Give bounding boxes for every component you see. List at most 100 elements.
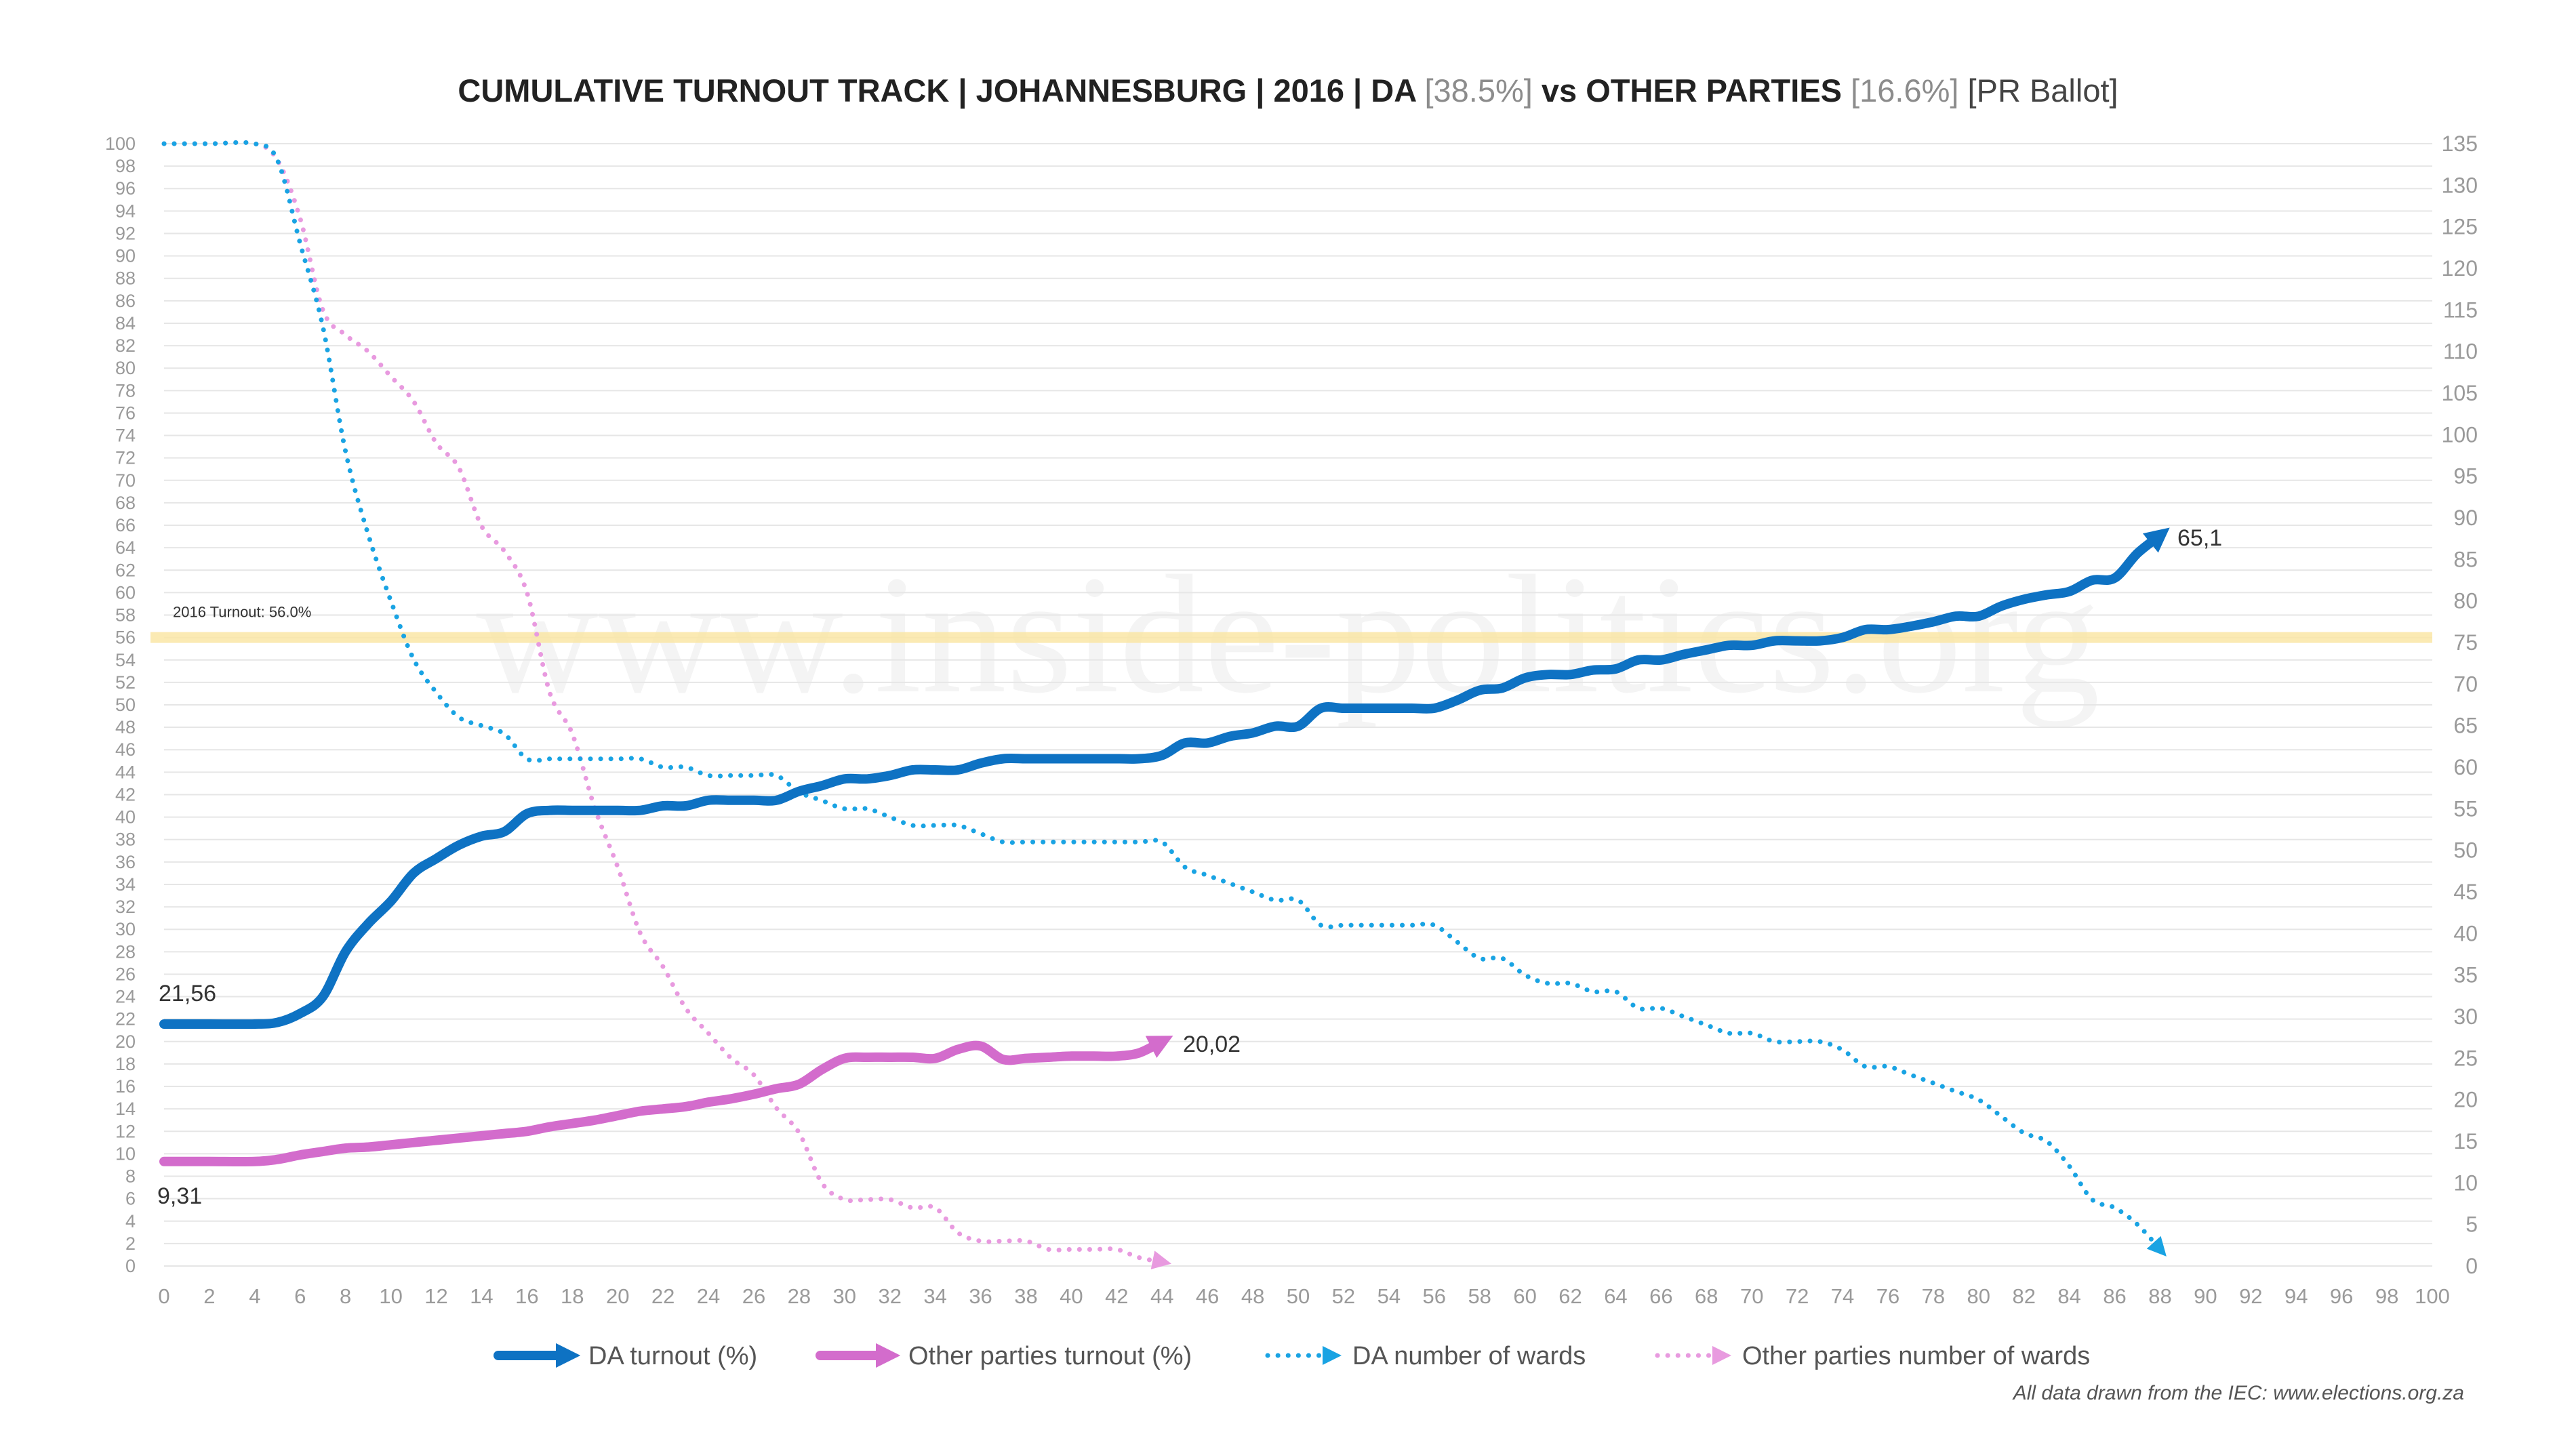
- y-tick-label-left: 66: [115, 515, 136, 535]
- y-tick-label-left: 52: [115, 672, 136, 693]
- legend-label: Other parties turnout (%): [908, 1342, 1192, 1370]
- x-tick-label: 68: [1695, 1284, 1718, 1308]
- x-tick-label: 98: [2375, 1284, 2398, 1308]
- x-tick-label: 90: [2194, 1284, 2217, 1308]
- y-tick-label-left: 98: [115, 156, 136, 176]
- x-tick-label: 52: [1332, 1284, 1355, 1308]
- y-tick-label-left: 6: [125, 1189, 136, 1209]
- y-tick-label-right: 75: [2453, 630, 2478, 655]
- y-tick-label-right: 65: [2453, 714, 2478, 738]
- y-tick-label-left: 16: [115, 1076, 136, 1097]
- x-tick-label: 24: [697, 1284, 720, 1308]
- x-tick-label: 92: [2239, 1284, 2262, 1308]
- x-tick-label: 8: [340, 1284, 351, 1308]
- chart-title: CUMULATIVE TURNOUT TRACK | JOHANNESBURG …: [458, 73, 2118, 108]
- y-tick-label-left: 34: [115, 874, 136, 895]
- y-tick-label-right: 35: [2453, 963, 2478, 987]
- y-tick-label-left: 46: [115, 739, 136, 760]
- data-label-da-start: 21,56: [159, 981, 216, 1006]
- y-tick-label-left: 56: [115, 628, 136, 648]
- x-tick-label: 12: [424, 1284, 447, 1308]
- y-tick-label-right: 15: [2453, 1129, 2478, 1154]
- y-tick-label-left: 62: [115, 560, 136, 580]
- y-tick-label-right: 125: [2442, 215, 2478, 239]
- y-tick-label-right: 25: [2453, 1046, 2478, 1070]
- x-tick-label: 14: [470, 1284, 493, 1308]
- y-tick-label-left: 88: [115, 268, 136, 289]
- y-tick-label-left: 10: [115, 1143, 136, 1164]
- y-tick-label-left: 74: [115, 426, 136, 446]
- x-tick-label: 42: [1105, 1284, 1128, 1308]
- x-tick-label: 22: [651, 1284, 675, 1308]
- x-tick-label: 18: [561, 1284, 584, 1308]
- data-label-other-start: 9,31: [157, 1183, 202, 1209]
- x-tick-label: 88: [2148, 1284, 2171, 1308]
- x-tick-label: 70: [1740, 1284, 1763, 1308]
- y-tick-label-left: 96: [115, 178, 136, 199]
- y-tick-label-left: 38: [115, 830, 136, 850]
- x-tick-label: 30: [833, 1284, 856, 1308]
- legend-label: Other parties number of wards: [1742, 1342, 2090, 1370]
- x-tick-label: 28: [788, 1284, 811, 1308]
- y-tick-label-left: 70: [115, 470, 136, 491]
- x-tick-label: 36: [969, 1284, 992, 1308]
- y-tick-label-right: 110: [2443, 340, 2478, 364]
- y-tick-label-right: 130: [2442, 173, 2478, 197]
- y-tick-label-left: 94: [115, 201, 136, 221]
- y-axis-right: 0 5 10 15 20 25 30 35 40 45 50 55 60 65 70 75 80 85 90 95 10…: [2442, 131, 2478, 1278]
- data-label-other-end: 20,02: [1183, 1032, 1241, 1057]
- y-axis-left: 0246810121416182022242628303234363840424…: [105, 134, 136, 1276]
- y-tick-label-right: 85: [2453, 547, 2478, 571]
- title-vs: vs OTHER PARTIES: [1533, 73, 1851, 108]
- y-tick-label-left: 100: [105, 134, 136, 154]
- y-tick-label-left: 32: [115, 897, 136, 917]
- x-tick-label: 80: [1967, 1284, 1990, 1308]
- x-tick-label: 48: [1241, 1284, 1264, 1308]
- y-tick-label-left: 68: [115, 493, 136, 513]
- y-tick-label-right: 45: [2453, 880, 2478, 904]
- y-tick-label-left: 26: [115, 964, 136, 984]
- y-tick-label-left: 20: [115, 1032, 136, 1052]
- y-tick-label-right: 30: [2453, 1004, 2478, 1029]
- y-tick-label-right: 105: [2442, 381, 2478, 405]
- series-group: [159, 140, 2170, 1269]
- x-tick-label: 74: [1831, 1284, 1854, 1308]
- y-tick-label-left: 86: [115, 291, 136, 311]
- x-tick-label: 26: [742, 1284, 765, 1308]
- reference-line-label: 2016 Turnout: 56.0%: [173, 604, 311, 621]
- y-tick-label-left: 12: [115, 1121, 136, 1141]
- x-tick-label: 64: [1604, 1284, 1627, 1308]
- x-tick-label: 2: [203, 1284, 215, 1308]
- x-tick-label: 96: [2330, 1284, 2353, 1308]
- x-tick-label: 40: [1060, 1284, 1083, 1308]
- x-tick-label: 82: [2012, 1284, 2035, 1308]
- y-tick-label-right: 0: [2466, 1254, 2478, 1278]
- y-tick-label-right: 135: [2442, 131, 2478, 156]
- y-tick-label-right: 55: [2453, 796, 2478, 821]
- y-tick-label-right: 115: [2443, 298, 2478, 322]
- y-tick-label-right: 50: [2453, 838, 2478, 863]
- x-tick-label: 58: [1468, 1284, 1491, 1308]
- title-tail: [PR Ballot]: [1958, 73, 2118, 108]
- y-tick-label-left: 90: [115, 246, 136, 266]
- x-tick-label: 94: [2285, 1284, 2308, 1308]
- x-tick-label: 76: [1876, 1284, 1899, 1308]
- y-tick-label-right: 5: [2466, 1212, 2478, 1237]
- y-tick-label-left: 28: [115, 941, 136, 962]
- y-tick-label-right: 70: [2453, 672, 2478, 696]
- y-tick-label-right: 60: [2453, 755, 2478, 779]
- y-tick-label-left: 50: [115, 695, 136, 715]
- gridlines: [164, 143, 2432, 1267]
- x-tick-label: 38: [1014, 1284, 1037, 1308]
- y-tick-label-left: 14: [115, 1099, 136, 1119]
- y-tick-label-right: 90: [2453, 506, 2478, 530]
- x-tick-label: 20: [606, 1284, 629, 1308]
- y-tick-label-left: 2: [125, 1233, 136, 1254]
- y-tick-label-left: 36: [115, 852, 136, 872]
- y-tick-label-left: 42: [115, 784, 136, 804]
- x-tick-label: 72: [1786, 1284, 1809, 1308]
- y-tick-label-left: 4: [125, 1211, 136, 1231]
- source-note: All data drawn from the IEC: www.electio…: [2012, 1382, 2464, 1404]
- legend-label: DA number of wards: [1352, 1342, 1586, 1370]
